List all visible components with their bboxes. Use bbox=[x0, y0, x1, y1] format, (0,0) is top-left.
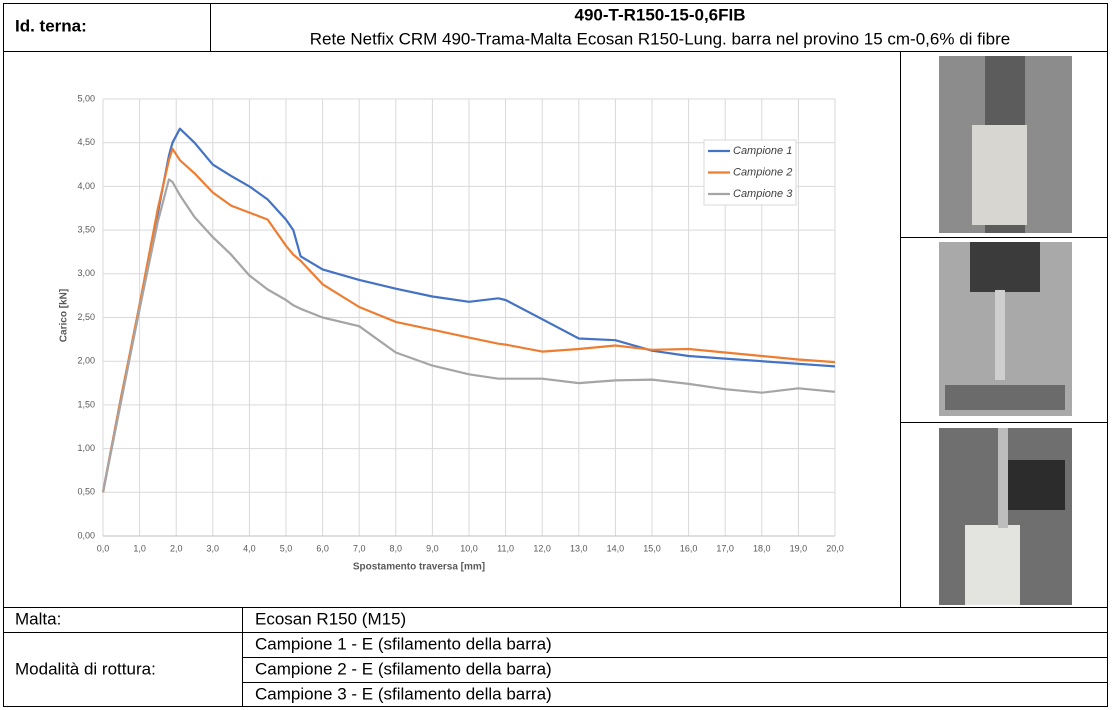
y-axis-label: Carico [kN] bbox=[59, 289, 70, 342]
x-tick-label: 5,0 bbox=[280, 543, 293, 553]
y-tick-label: 4,50 bbox=[77, 137, 95, 147]
y-tick-label: 3,00 bbox=[77, 268, 95, 278]
photo bbox=[939, 56, 1072, 233]
x-tick-label: 0,0 bbox=[97, 543, 110, 553]
y-tick-label: 5,00 bbox=[77, 93, 95, 103]
row-value: Campione 1 - E (sfilamento della barra) bbox=[255, 634, 552, 653]
x-tick-label: 14,0 bbox=[607, 543, 625, 553]
photo bbox=[939, 428, 1072, 605]
x-tick-label: 2,0 bbox=[170, 543, 183, 553]
x-tick-label: 10,0 bbox=[460, 543, 478, 553]
x-tick-label: 1,0 bbox=[133, 543, 146, 553]
x-tick-label: 19,0 bbox=[790, 543, 808, 553]
y-tick-label: 2,50 bbox=[77, 312, 95, 322]
header-subtitle: Rete Netfix CRM 490-Trama-Malta Ecosan R… bbox=[310, 29, 1010, 48]
y-tick-label: 0,00 bbox=[77, 530, 95, 540]
row-value: Campione 2 - E (sfilamento della barra) bbox=[255, 659, 552, 678]
x-tick-label: 20,0 bbox=[826, 543, 844, 553]
x-tick-label: 4,0 bbox=[243, 543, 256, 553]
legend-label: Campione 2 bbox=[733, 166, 792, 178]
data-line bbox=[101, 178, 836, 493]
y-tick-label: 1,50 bbox=[77, 399, 95, 409]
x-tick-label: 7,0 bbox=[353, 543, 366, 553]
y-tick-label: 1,00 bbox=[77, 443, 95, 453]
photo bbox=[939, 242, 1072, 416]
y-tick-label: 3,50 bbox=[77, 224, 95, 234]
x-tick-label: 9,0 bbox=[426, 543, 439, 553]
x-tick-label: 16,0 bbox=[680, 543, 698, 553]
x-tick-label: 6,0 bbox=[316, 543, 329, 553]
header-title: 490-T-R150-15-0,6FIB bbox=[574, 5, 745, 24]
legend-label: Campione 3 bbox=[733, 188, 793, 200]
x-tick-label: 3,0 bbox=[207, 543, 220, 553]
data-line bbox=[101, 147, 836, 493]
x-tick-label: 17,0 bbox=[716, 543, 734, 553]
y-tick-label: 0,50 bbox=[77, 487, 95, 497]
row-label: Modalità di rottura: bbox=[15, 659, 156, 678]
x-tick-label: 12,0 bbox=[533, 543, 551, 553]
table-border bbox=[3, 3, 1108, 707]
x-tick-label: 15,0 bbox=[643, 543, 661, 553]
row-value: Ecosan R150 (M15) bbox=[255, 609, 406, 628]
legend-label: Campione 1 bbox=[733, 145, 792, 157]
x-tick-label: 18,0 bbox=[753, 543, 771, 553]
y-tick-label: 2,00 bbox=[77, 356, 95, 366]
y-tick-label: 4,00 bbox=[77, 181, 95, 191]
x-tick-label: 11,0 bbox=[497, 543, 514, 553]
header-label: Id. terna: bbox=[15, 16, 87, 35]
row-label: Malta: bbox=[15, 609, 61, 628]
x-tick-label: 8,0 bbox=[390, 543, 403, 553]
x-tick-label: 13,0 bbox=[570, 543, 588, 553]
x-axis-label: Spostamento traversa [mm] bbox=[353, 562, 485, 573]
row-value: Campione 3 - E (sfilamento della barra) bbox=[255, 684, 552, 703]
